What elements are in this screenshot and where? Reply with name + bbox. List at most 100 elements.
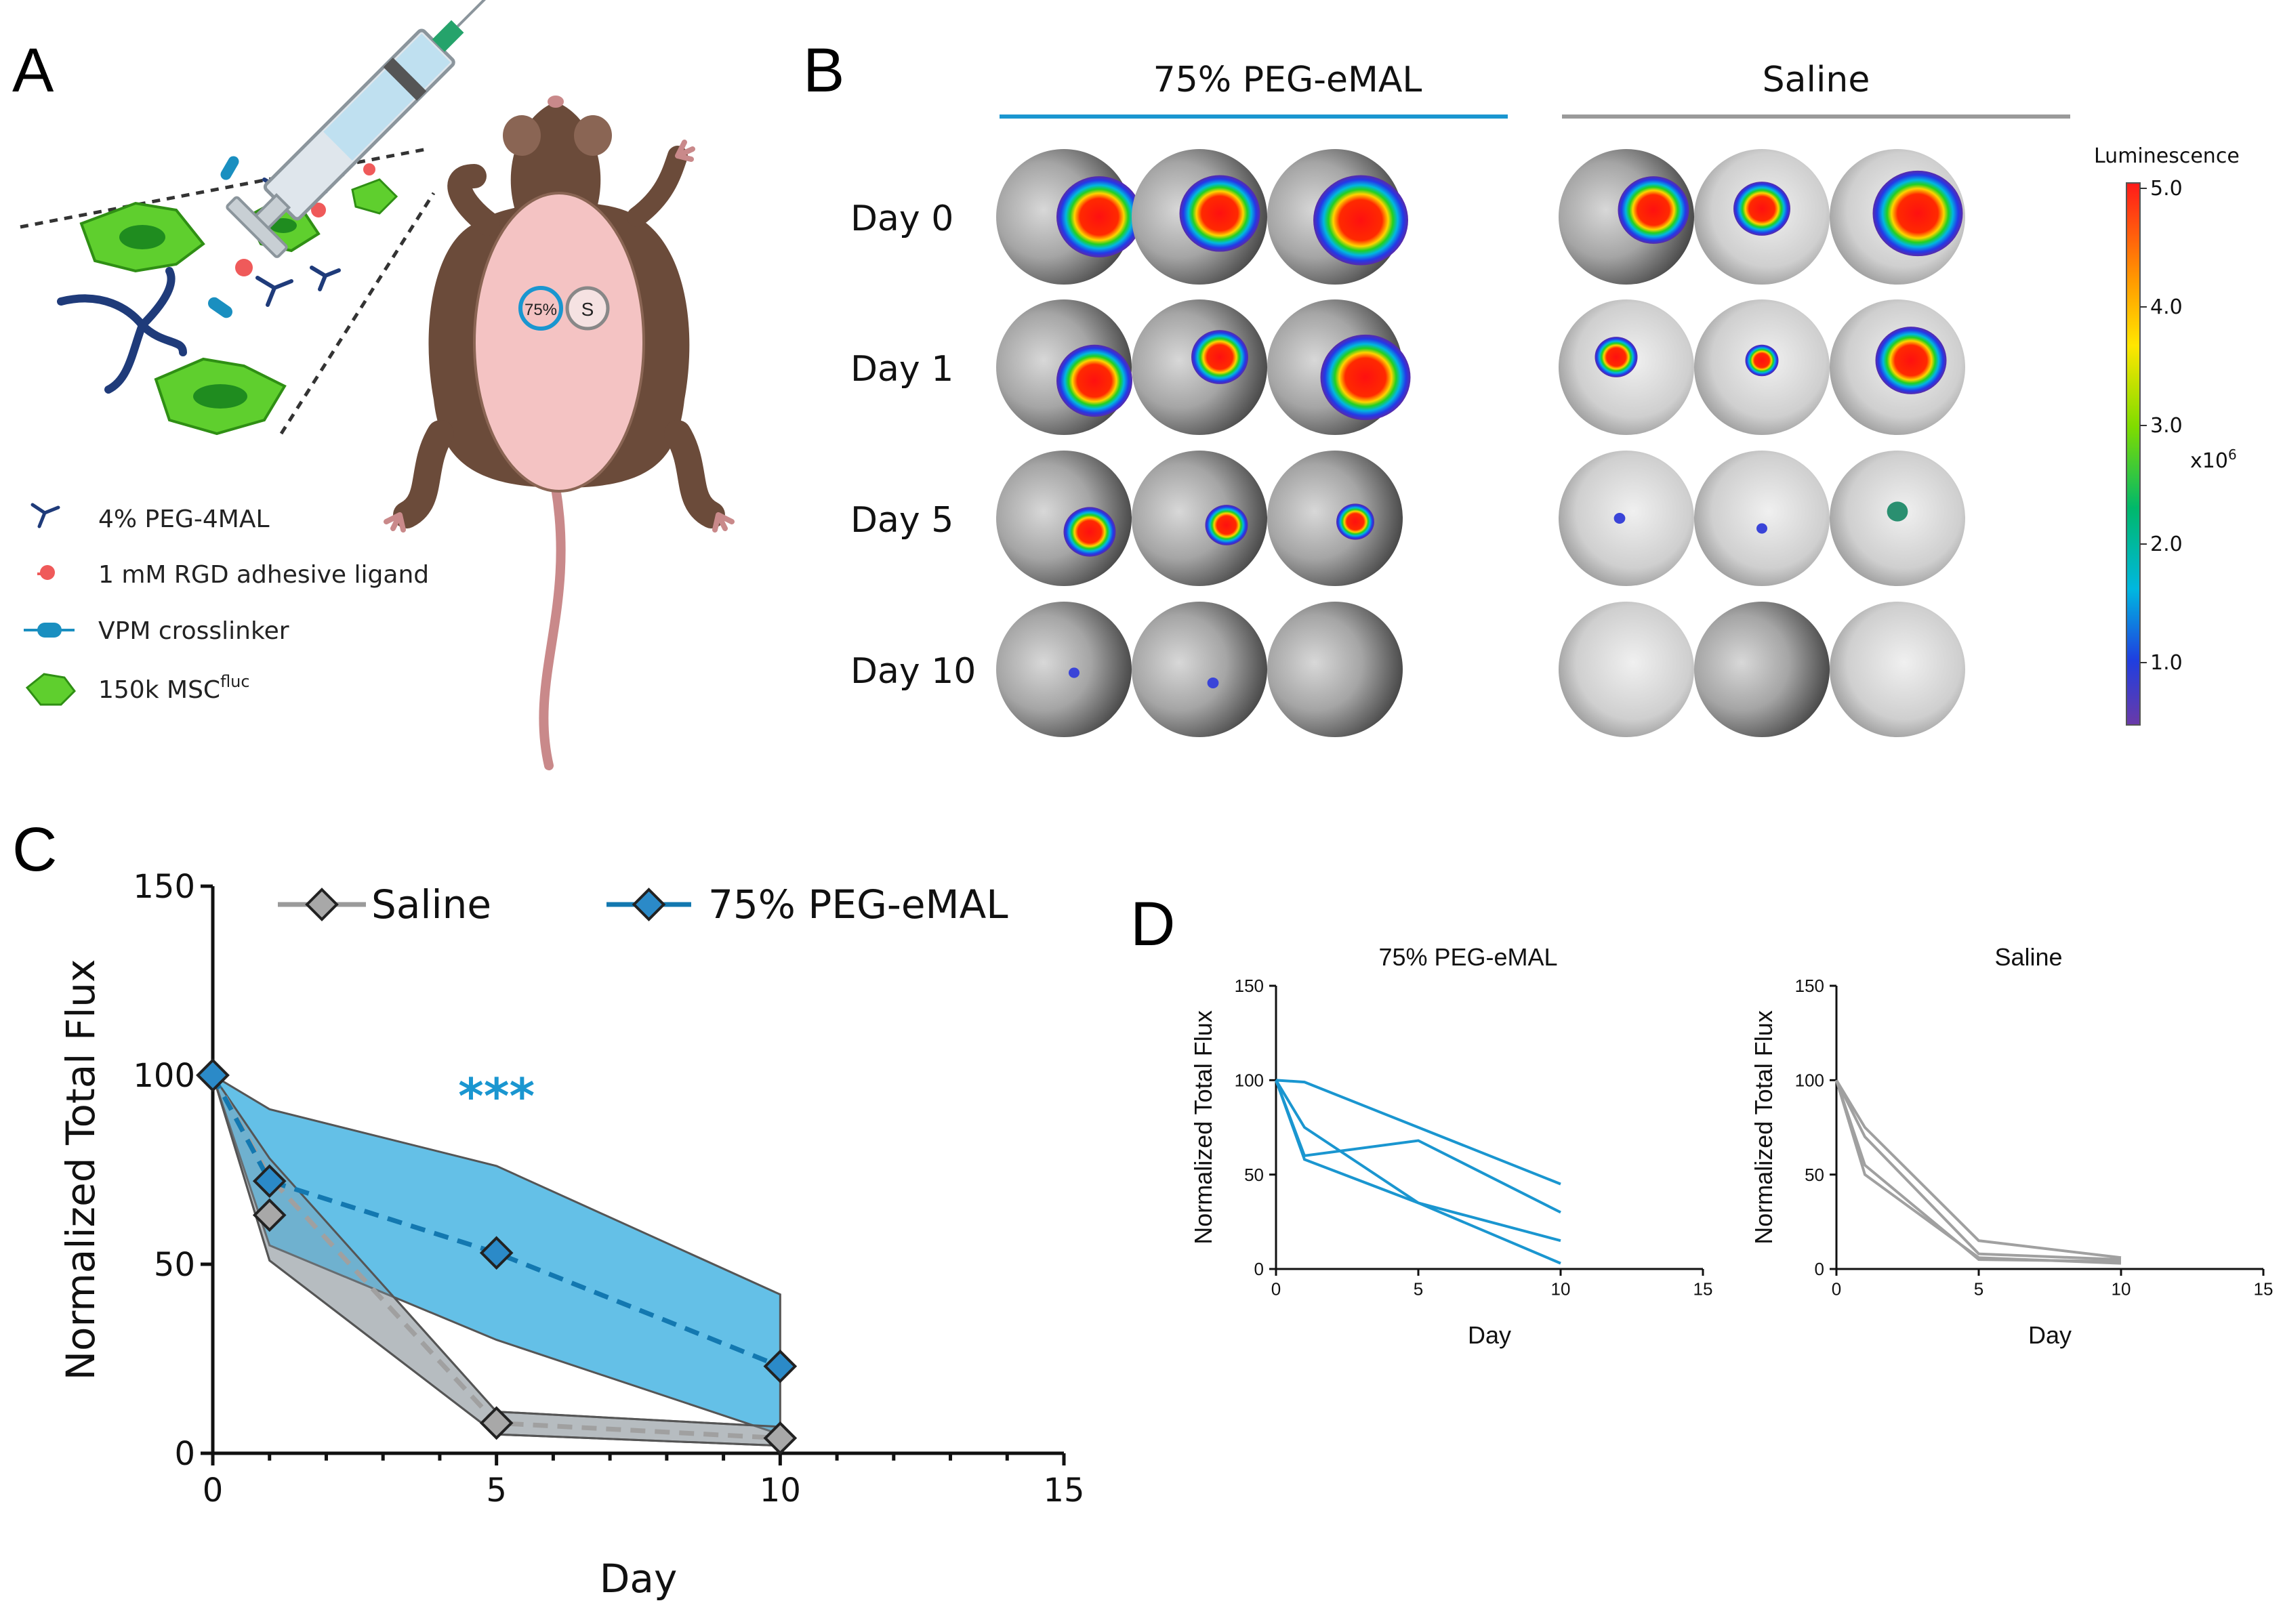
panel-label-d: D [1130, 890, 1175, 959]
colorbar-label-1: 1.0 [2150, 651, 2183, 675]
legend-label-peg: 4% PEG-4MAL [98, 505, 270, 533]
panel-a-legend: 4% PEG-4MAL 1 mM RGD adhesive ligand VPM… [24, 503, 429, 706]
chart-title: Saline [1994, 943, 2062, 971]
y-axis-label: Normalized Total Flux [1750, 1010, 1777, 1244]
data-point-peg [196, 1058, 230, 1092]
bli-skin-background [1267, 602, 1403, 737]
legend-marker [305, 888, 339, 921]
data-point-saline [252, 1198, 287, 1232]
data-point-peg [763, 1349, 798, 1383]
x-axis-label: Day [600, 1556, 678, 1602]
bli-image [1694, 149, 1830, 285]
series-line [1275, 1079, 1561, 1186]
series-line [1275, 1079, 1561, 1243]
panel-label-b: B [803, 36, 844, 105]
bli-luminescence-spot [1056, 176, 1142, 257]
msc-cell-icon [25, 673, 76, 706]
y-tick-label: 0 [1815, 1259, 1824, 1279]
y-tick-label: 50 [1805, 1165, 1824, 1185]
chart-title: 75% PEG-eMAL [1378, 943, 1557, 971]
legend-label-msc-sup: fluc [220, 672, 250, 691]
peg-4mal-icon [30, 503, 60, 528]
colorbar-multiplier: x106 [2190, 446, 2237, 473]
y-tick-label: 150 [133, 868, 195, 906]
y-tick-label: 0 [174, 1435, 195, 1473]
x-tick-label: 10 [1551, 1279, 1571, 1299]
bli-skin-background [1559, 451, 1694, 586]
row-label-day-0: Day 0 [850, 199, 953, 239]
bli-skin-background [1267, 451, 1403, 586]
y-tick-label: 100 [1235, 1070, 1264, 1090]
x-axis-label: Day [2028, 1321, 2072, 1349]
syringe-icon [226, 0, 497, 258]
y-tick-label: 50 [154, 1246, 195, 1284]
legend-label-msc: 150k MSCfluc [98, 672, 250, 704]
bli-image [996, 451, 1132, 586]
bli-image [1132, 299, 1267, 435]
mouse-injection-site-peg: 75% [525, 301, 557, 319]
legend-label: Saline [371, 881, 491, 928]
legend-label-rgd: 1 mM RGD adhesive ligand [98, 561, 429, 589]
panel-b: B 75% PEG-eMAL Saline Day 0 Day 1 Day 5 … [803, 36, 2240, 737]
colorbar-title: Luminescence [2094, 144, 2240, 168]
colorbar-label-3: 3.0 [2150, 414, 2183, 438]
bli-image [1830, 149, 1965, 285]
bli-luminescence-spot [1313, 175, 1408, 266]
mouse-illustration: 75% S [384, 96, 735, 770]
group-label-peg: 75% PEG-eMAL [1153, 60, 1422, 100]
x-tick-label: 5 [1414, 1279, 1423, 1299]
x-tick-label: 5 [1974, 1279, 1983, 1299]
bli-luminescence-spot [1756, 523, 1767, 534]
wedge-line-top [20, 147, 428, 229]
colorbar-label-5: 5.0 [2150, 177, 2183, 201]
bli-luminescence-spot [1887, 501, 1908, 522]
y-tick-label: 150 [1795, 976, 1824, 996]
y-tick-label: 50 [1244, 1165, 1264, 1185]
colorbar: Luminescence 5.0 4.0 3.0 2.0 1.0 x106 [2094, 144, 2240, 726]
legend-label: 75% PEG-eMAL [708, 881, 1008, 928]
colorbar-label-4: 4.0 [2150, 295, 2183, 319]
x-tick-label: 0 [203, 1472, 224, 1510]
bli-luminescence-spot [1875, 327, 1947, 394]
vpm-crosslinker-icon [37, 623, 62, 638]
bli-skin-background [1559, 602, 1694, 737]
y-tick-label: 0 [1254, 1259, 1264, 1279]
series-line [1275, 1079, 1561, 1265]
colorbar-multiplier-base: x10 [2190, 449, 2228, 473]
data-point-saline [479, 1406, 514, 1440]
data-point-saline [763, 1421, 798, 1455]
bli-skin-background [996, 602, 1132, 737]
bli-image [1559, 149, 1694, 285]
data-point-peg [252, 1164, 287, 1199]
bli-image [1267, 299, 1411, 435]
bli-luminescence-spot [1069, 667, 1079, 678]
colorbar-multiplier-exp: 6 [2228, 446, 2237, 463]
chart-d-saline: Saline 0 50 100 150 0 5 10 15 Day Normalized Total… [1750, 943, 2273, 1349]
x-tick-label: 0 [1271, 1279, 1281, 1299]
bli-luminescence-spot [1595, 337, 1638, 377]
bli-image-grid [996, 149, 1965, 737]
bli-luminescence-spot [1205, 505, 1248, 545]
row-label-day-5: Day 5 [850, 500, 953, 541]
bli-luminescence-spot [1336, 503, 1374, 540]
y-tick-label: 100 [1795, 1070, 1824, 1090]
bli-image [1132, 602, 1267, 737]
x-tick-label: 10 [760, 1472, 801, 1510]
group-label-saline: Saline [1763, 60, 1870, 100]
chart-d-peg: 75% PEG-eMAL 0 50 100 150 0 5 10 15 Day Normalized… [1189, 943, 1712, 1349]
series-line [1275, 1079, 1561, 1214]
bli-image [1830, 451, 1965, 586]
x-tick-label: 15 [2254, 1279, 2274, 1299]
panel-c: C 0 50 100 150 0 5 10 15 Day Normalized Total Flu… [12, 815, 1085, 1602]
bli-luminescence-spot [1179, 175, 1260, 252]
bli-image [996, 299, 1132, 435]
bli-image [1830, 602, 1965, 737]
chart-c-legend: Saline 75% PEG-eMAL [278, 881, 1008, 928]
row-label-day-1: Day 1 [850, 349, 953, 390]
bli-image [996, 602, 1132, 737]
panel-a: A [12, 0, 735, 770]
bli-luminescence-spot [1613, 513, 1626, 524]
bli-image [1694, 451, 1830, 586]
bli-luminescence-spot [1063, 507, 1116, 557]
wedge-line-bottom [279, 192, 436, 435]
